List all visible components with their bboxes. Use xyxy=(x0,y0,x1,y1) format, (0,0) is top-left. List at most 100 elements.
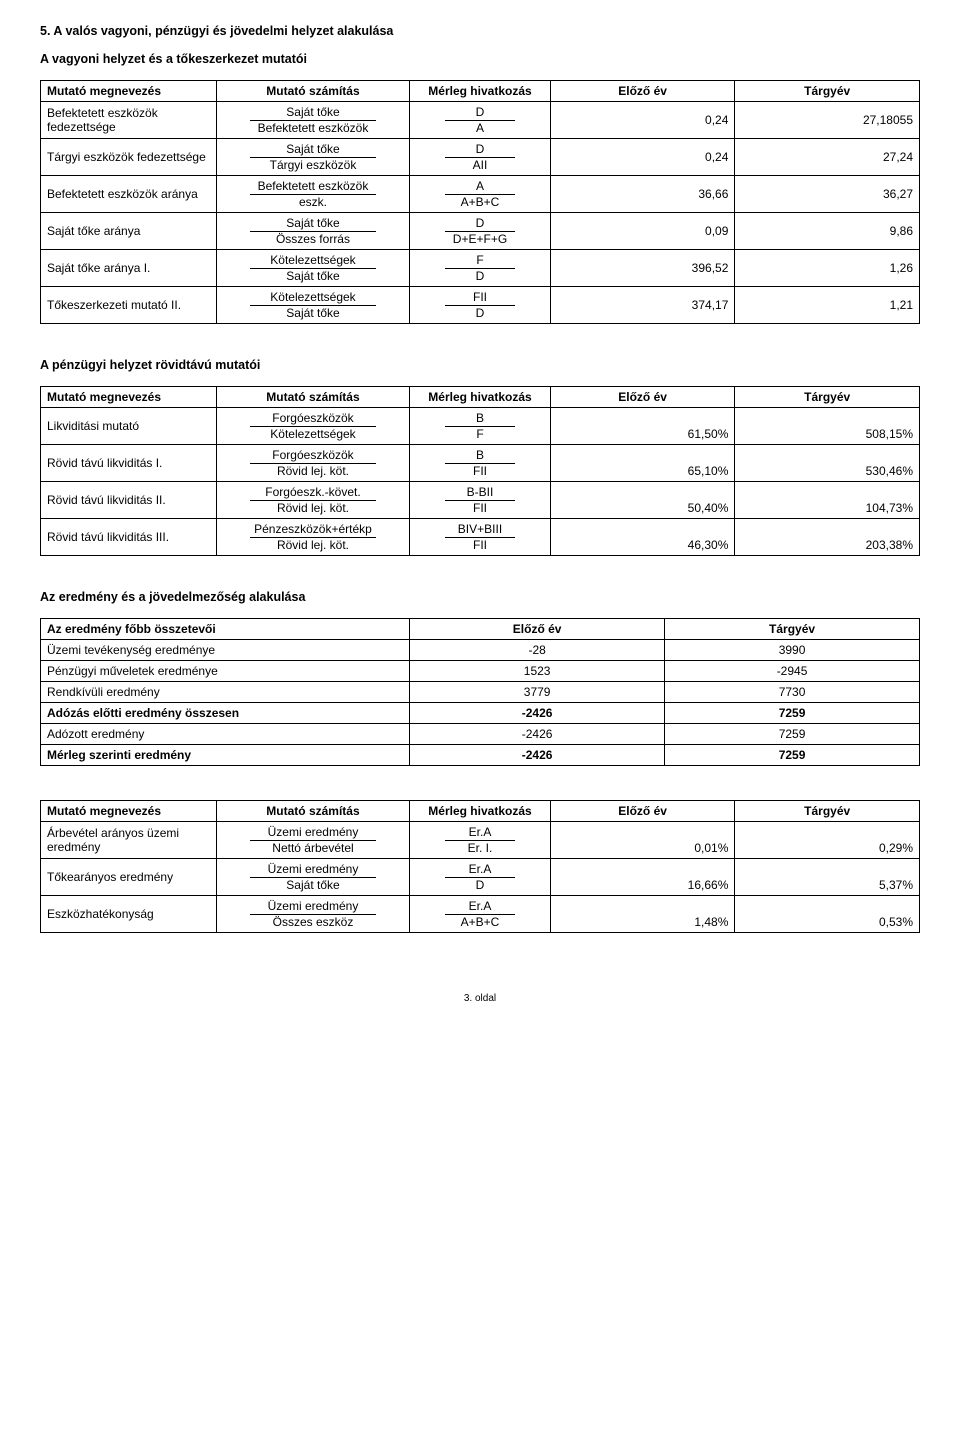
table-row: Befektetett eszközök fedezettségeSaját t… xyxy=(41,102,920,139)
row-calc: Saját tőkeTárgyi eszközök xyxy=(216,139,409,176)
page-footer: 3. oldal xyxy=(40,993,920,1004)
row-curr: 0,29% xyxy=(735,822,920,859)
row-name: Likviditási mutató xyxy=(41,408,217,445)
row-prev: -2426 xyxy=(410,745,665,766)
th-ref: Mérleg hivatkozás xyxy=(410,801,551,822)
row-ref: Er.AD xyxy=(410,859,551,896)
row-prev: 46,30% xyxy=(550,519,735,556)
th-prev: Előző év xyxy=(410,619,665,640)
th-curr: Tárgyév xyxy=(735,801,920,822)
table-row: Rövid távú likviditás I.ForgóeszközökRöv… xyxy=(41,445,920,482)
row-name: Tárgyi eszközök fedezettsége xyxy=(41,139,217,176)
row-prev: -2426 xyxy=(410,703,665,724)
row-curr: -2945 xyxy=(665,661,920,682)
row-prev: 61,50% xyxy=(550,408,735,445)
row-calc: Pénzeszközök+értékpRövid lej. köt. xyxy=(216,519,409,556)
row-calc: ForgóeszközökKötelezettségek xyxy=(216,408,409,445)
th-prev: Előző év xyxy=(550,387,735,408)
row-prev: -28 xyxy=(410,640,665,661)
row-prev: 65,10% xyxy=(550,445,735,482)
table-row: Saját tőke aránya I.KötelezettségekSaját… xyxy=(41,250,920,287)
row-curr: 7259 xyxy=(665,745,920,766)
row-name: Adózás előtti eredmény összesen xyxy=(41,703,410,724)
table-row: Tárgyi eszközök fedezettségeSaját tőkeTá… xyxy=(41,139,920,176)
row-curr: 5,37% xyxy=(735,859,920,896)
row-name: Befektetett eszközök fedezettsége xyxy=(41,102,217,139)
row-calc: Üzemi eredményÖsszes eszköz xyxy=(216,896,409,933)
table-row: EszközhatékonyságÜzemi eredményÖsszes es… xyxy=(41,896,920,933)
th-calc: Mutató számítás xyxy=(216,81,409,102)
table-row: Tőkeszerkezeti mutató II.Kötelezettségek… xyxy=(41,287,920,324)
row-prev: 0,24 xyxy=(550,139,735,176)
row-curr: 27,18055 xyxy=(735,102,920,139)
table-row: Üzemi tevékenység eredménye-283990 xyxy=(41,640,920,661)
table-row: Adózás előtti eredmény összesen-24267259 xyxy=(41,703,920,724)
row-curr: 7730 xyxy=(665,682,920,703)
row-prev: 3779 xyxy=(410,682,665,703)
row-prev: 36,66 xyxy=(550,176,735,213)
row-curr: 27,24 xyxy=(735,139,920,176)
th-calc: Mutató számítás xyxy=(216,801,409,822)
row-name: Befektetett eszközök aránya xyxy=(41,176,217,213)
row-ref: AA+B+C xyxy=(410,176,551,213)
row-curr: 7259 xyxy=(665,724,920,745)
eredmeny-title: Az eredmény és a jövedelmezőség alakulás… xyxy=(40,590,920,604)
table-vagyoni: Mutató megnevezés Mutató számítás Mérleg… xyxy=(40,80,920,324)
row-name: Adózott eredmény xyxy=(41,724,410,745)
th-prev: Előző év xyxy=(550,81,735,102)
row-prev: 50,40% xyxy=(550,482,735,519)
row-name: Eszközhatékonyság xyxy=(41,896,217,933)
row-name: Tőkearányos eredmény xyxy=(41,859,217,896)
table-row: Likviditási mutatóForgóeszközökKötelezet… xyxy=(41,408,920,445)
row-prev: 1523 xyxy=(410,661,665,682)
th-curr: Tárgyév xyxy=(735,81,920,102)
penzugyi-title: A pénzügyi helyzet rövidtávú mutatói xyxy=(40,358,920,372)
th-prev: Előző év xyxy=(550,801,735,822)
row-calc: Forgóeszk.-követ.Rövid lej. köt. xyxy=(216,482,409,519)
row-ref: FIID xyxy=(410,287,551,324)
row-name: Rendkívüli eredmény xyxy=(41,682,410,703)
row-name: Saját tőke aránya I. xyxy=(41,250,217,287)
th-ref: Mérleg hivatkozás xyxy=(410,387,551,408)
row-calc: Saját tőkeBefektetett eszközök xyxy=(216,102,409,139)
th-curr: Tárgyév xyxy=(735,387,920,408)
table-row: Árbevétel arányos üzemi eredményÜzemi er… xyxy=(41,822,920,859)
row-calc: KötelezettségekSaját tőke xyxy=(216,250,409,287)
row-ref: Er.AEr. I. xyxy=(410,822,551,859)
th-calc: Mutató számítás xyxy=(216,387,409,408)
row-prev: 1,48% xyxy=(550,896,735,933)
row-curr: 3990 xyxy=(665,640,920,661)
main-title: 5. A valós vagyoni, pénzügyi és jövedelm… xyxy=(40,24,920,38)
th-curr: Tárgyév xyxy=(665,619,920,640)
table-likviditas: Mutató megnevezés Mutató számítás Mérleg… xyxy=(40,386,920,556)
row-ref: DAII xyxy=(410,139,551,176)
row-name: Tőkeszerkezeti mutató II. xyxy=(41,287,217,324)
row-prev: 0,24 xyxy=(550,102,735,139)
row-name: Üzemi tevékenység eredménye xyxy=(41,640,410,661)
table-row: Adózott eredmény-24267259 xyxy=(41,724,920,745)
table-row: Rendkívüli eredmény37797730 xyxy=(41,682,920,703)
row-name: Rövid távú likviditás III. xyxy=(41,519,217,556)
table-row: Rövid távú likviditás II.Forgóeszk.-köve… xyxy=(41,482,920,519)
table-row: Befektetett eszközök arányaBefektetett e… xyxy=(41,176,920,213)
row-curr: 1,26 xyxy=(735,250,920,287)
row-ref: BFII xyxy=(410,445,551,482)
row-curr: 530,46% xyxy=(735,445,920,482)
row-curr: 9,86 xyxy=(735,213,920,250)
row-name: Pénzügyi műveletek eredménye xyxy=(41,661,410,682)
table-row: Tőkearányos eredményÜzemi eredménySaját … xyxy=(41,859,920,896)
row-prev: -2426 xyxy=(410,724,665,745)
row-name: Saját tőke aránya xyxy=(41,213,217,250)
row-prev: 396,52 xyxy=(550,250,735,287)
row-prev: 0,01% xyxy=(550,822,735,859)
row-ref: DA xyxy=(410,102,551,139)
table-eredmeny: Az eredmény főbb összetevői Előző év Tár… xyxy=(40,618,920,766)
row-curr: 0,53% xyxy=(735,896,920,933)
th-name: Mutató megnevezés xyxy=(41,387,217,408)
row-ref: DD+E+F+G xyxy=(410,213,551,250)
row-ref: BF xyxy=(410,408,551,445)
th-name: Mutató megnevezés xyxy=(41,81,217,102)
row-name: Árbevétel arányos üzemi eredmény xyxy=(41,822,217,859)
row-curr: 7259 xyxy=(665,703,920,724)
row-prev: 16,66% xyxy=(550,859,735,896)
